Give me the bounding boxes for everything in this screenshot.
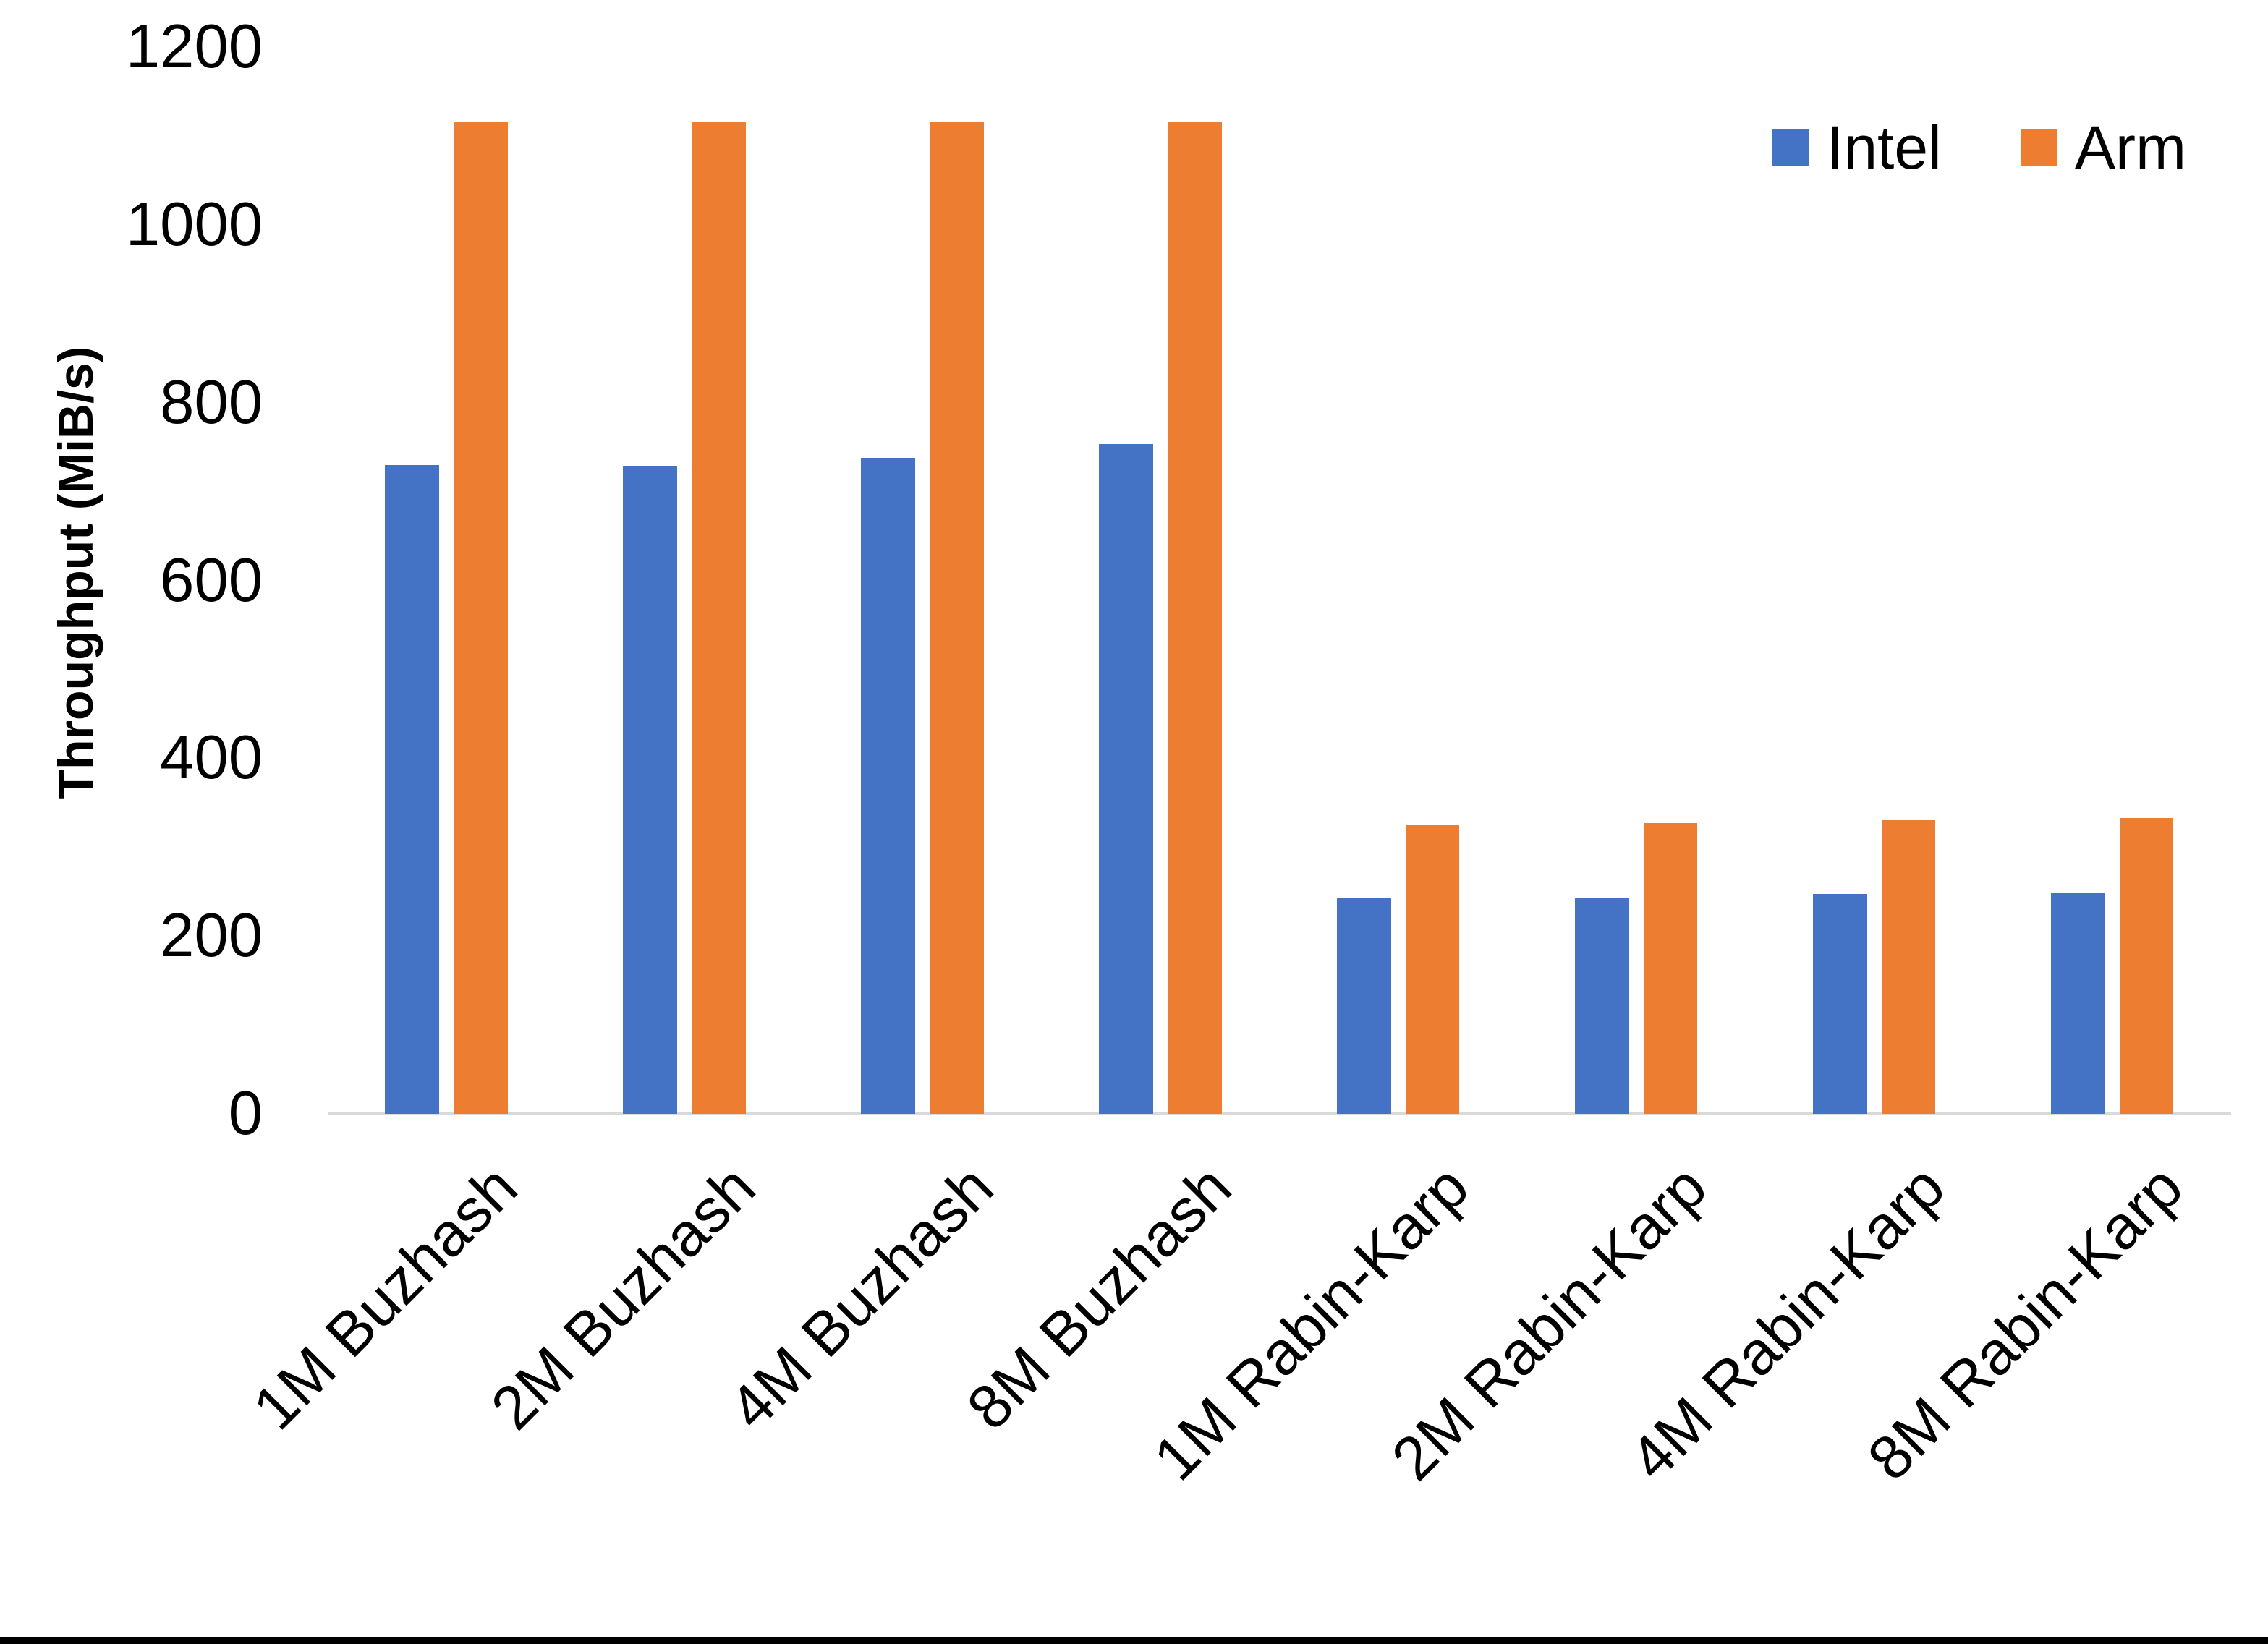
y-tick-label-1000: 1000 [125, 189, 263, 259]
bar-intel-1m-rabin-karp [1336, 898, 1391, 1114]
bar-arm-1m-buzhash [454, 122, 508, 1114]
legend-swatch-arm [2021, 129, 2057, 166]
y-tick-label-400: 400 [160, 723, 263, 793]
bottom-border [0, 1637, 2268, 1644]
bar-intel-2m-buzhash [623, 465, 678, 1114]
bar-arm-4m-buzhash [930, 122, 984, 1114]
bar-arm-2m-rabin-karp [1644, 823, 1698, 1114]
bar-intel-2m-rabin-karp [1574, 898, 1629, 1114]
bar-arm-8m-buzhash [1168, 122, 1222, 1114]
y-tick-label-1200: 1200 [125, 12, 263, 81]
bar-intel-4m-buzhash [861, 457, 916, 1114]
bar-arm-1m-rabin-karp [1406, 825, 1460, 1114]
legend-swatch-intel [1772, 129, 1809, 166]
bar-intel-8m-rabin-karp [2050, 893, 2105, 1114]
x-axis-line [328, 1112, 2231, 1115]
bar-intel-4m-rabin-karp [1812, 894, 1867, 1114]
y-tick-label-800: 800 [160, 367, 263, 437]
bar-arm-4m-rabin-karp [1882, 820, 1936, 1114]
legend-label-arm: Arm [2075, 114, 2186, 182]
bar-arm-8m-rabin-karp [2120, 817, 2174, 1114]
legend-label-intel: Intel [1827, 114, 1942, 182]
y-tick-label-200: 200 [160, 901, 263, 971]
y-tick-label-0: 0 [228, 1079, 263, 1148]
bar-arm-2m-buzhash [692, 122, 746, 1114]
bar-intel-8m-buzhash [1099, 444, 1154, 1114]
bar-intel-1m-buzhash [385, 464, 440, 1114]
y-tick-label-600: 600 [160, 545, 263, 615]
